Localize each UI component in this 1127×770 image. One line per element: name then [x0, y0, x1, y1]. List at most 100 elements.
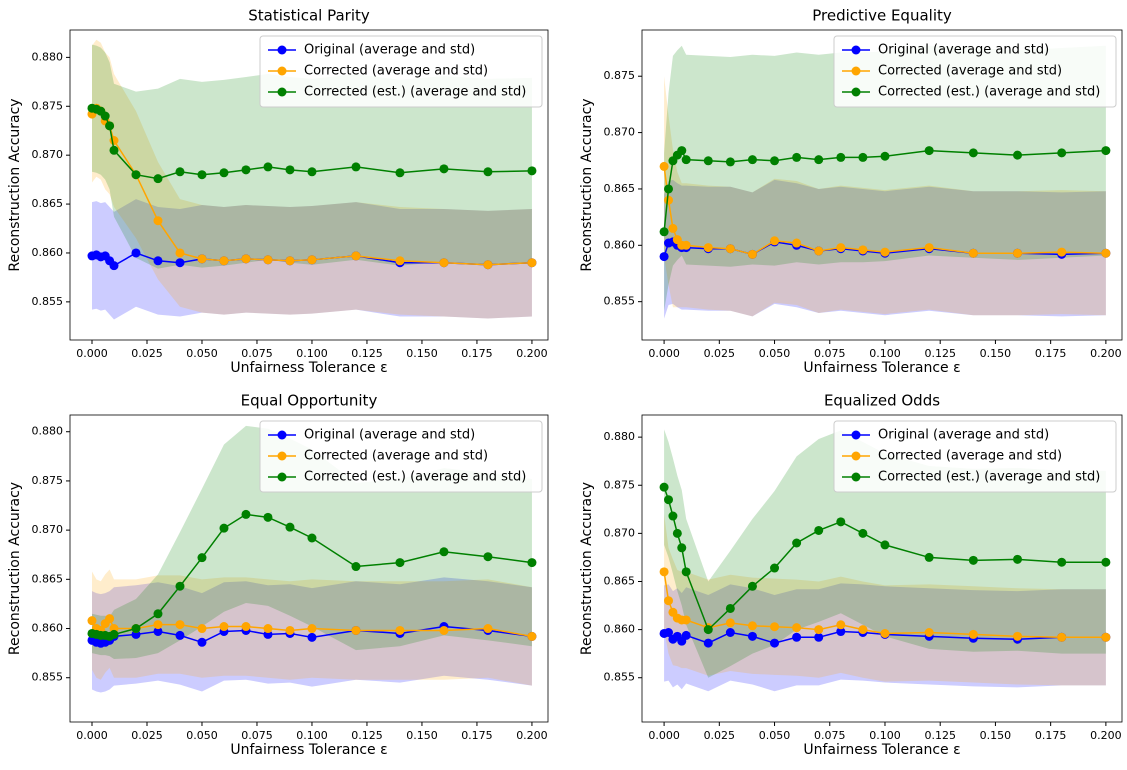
point: [836, 152, 846, 162]
y-axis-label: Reconstruction Accuracy: [7, 98, 23, 271]
point: [668, 511, 678, 521]
x-axis-label: Unfairness Tolerance ε: [230, 742, 387, 758]
point: [770, 622, 780, 632]
point: [836, 243, 846, 253]
x-tick-label: 0.200: [1090, 347, 1122, 360]
y-axis-label: Reconstruction Accuracy: [579, 98, 595, 271]
point: [351, 251, 361, 261]
point: [439, 164, 449, 174]
point: [153, 609, 163, 619]
point: [197, 170, 207, 180]
point: [659, 252, 669, 262]
point: [1057, 247, 1067, 257]
axes-frame: [641, 29, 1123, 341]
point: [668, 223, 678, 233]
x-tick-label: 0.000: [76, 729, 108, 742]
legend-label: Corrected (average and std): [304, 64, 488, 79]
point: [880, 151, 890, 161]
point: [131, 624, 141, 634]
x-tick-label: 0.050: [759, 347, 791, 360]
legend-label: Original (average and std): [878, 428, 1049, 443]
y-tick-label: 0.875: [604, 69, 636, 82]
legend-marker: [851, 430, 861, 440]
subplot: 0.000 0.025 0.050 0.075 0.100 0.125 0.150 0.175…: [579, 7, 1123, 376]
chart-title: Statistical Parity: [248, 7, 370, 25]
point: [659, 482, 669, 492]
x-tick-label: 0.075: [814, 729, 846, 742]
legend-box: [259, 35, 543, 108]
point: [395, 168, 405, 178]
point: [1057, 632, 1067, 642]
point: [770, 563, 780, 573]
legend-label: Corrected (average and std): [304, 449, 488, 464]
legend-label: Corrected (est.) (average and std): [878, 470, 1100, 485]
point: [1013, 631, 1023, 641]
point: [1101, 632, 1111, 642]
point: [792, 538, 802, 548]
point: [880, 628, 890, 638]
point: [351, 625, 361, 635]
point: [1101, 248, 1111, 258]
point: [1101, 146, 1111, 156]
point: [395, 625, 405, 635]
point: [109, 136, 119, 146]
point: [681, 155, 691, 165]
point: [395, 256, 405, 266]
point: [131, 248, 141, 258]
legend-marker: [277, 451, 287, 461]
point: [681, 630, 691, 640]
legend-marker: [851, 87, 861, 97]
point: [703, 638, 713, 648]
y-axis-label: Reconstruction Accuracy: [579, 482, 595, 655]
x-tick-label: 0.175: [461, 347, 493, 360]
point: [483, 552, 493, 562]
y-axis-label: Reconstruction Accuracy: [7, 482, 23, 655]
point: [197, 637, 207, 647]
y-tick-label: 0.855: [32, 295, 64, 308]
y-tick-label: 0.865: [32, 572, 64, 585]
point: [770, 638, 780, 648]
point: [527, 558, 537, 568]
y-tick-label: 0.860: [604, 623, 636, 636]
point: [307, 632, 317, 642]
point: [285, 165, 295, 175]
legend-marker: [851, 472, 861, 482]
legend-marker: [277, 45, 287, 55]
point: [175, 248, 185, 258]
point: [664, 495, 674, 505]
legend-label: Corrected (est.) (average and std): [304, 470, 526, 485]
point: [439, 547, 449, 557]
point: [527, 166, 537, 176]
y-tick-label: 0.870: [604, 126, 636, 139]
point: [814, 246, 824, 256]
point: [285, 256, 295, 266]
y-tick-label: 0.860: [604, 238, 636, 251]
point: [681, 567, 691, 577]
point: [241, 622, 251, 632]
x-tick-label: 0.025: [131, 729, 163, 742]
point: [664, 184, 674, 194]
point: [351, 162, 361, 172]
x-tick-label: 0.025: [704, 347, 736, 360]
plot-area: [659, 45, 1111, 319]
x-tick-label: 0.100: [869, 347, 901, 360]
x-tick-label: 0.175: [1035, 729, 1067, 742]
point: [285, 522, 295, 532]
x-tick-label: 0.150: [980, 347, 1012, 360]
point: [153, 620, 163, 630]
point: [1101, 557, 1111, 567]
y-tick-label: 0.860: [32, 622, 64, 635]
legend-marker: [277, 66, 287, 76]
point: [153, 626, 163, 636]
legend-box: [833, 35, 1117, 108]
point: [263, 162, 273, 172]
point: [792, 152, 802, 162]
x-tick-label: 0.075: [814, 347, 846, 360]
point: [153, 216, 163, 226]
x-tick-label: 0.100: [296, 347, 328, 360]
point: [153, 174, 163, 184]
point: [175, 258, 185, 268]
point: [664, 195, 674, 205]
point: [1013, 248, 1023, 258]
point: [968, 629, 978, 639]
